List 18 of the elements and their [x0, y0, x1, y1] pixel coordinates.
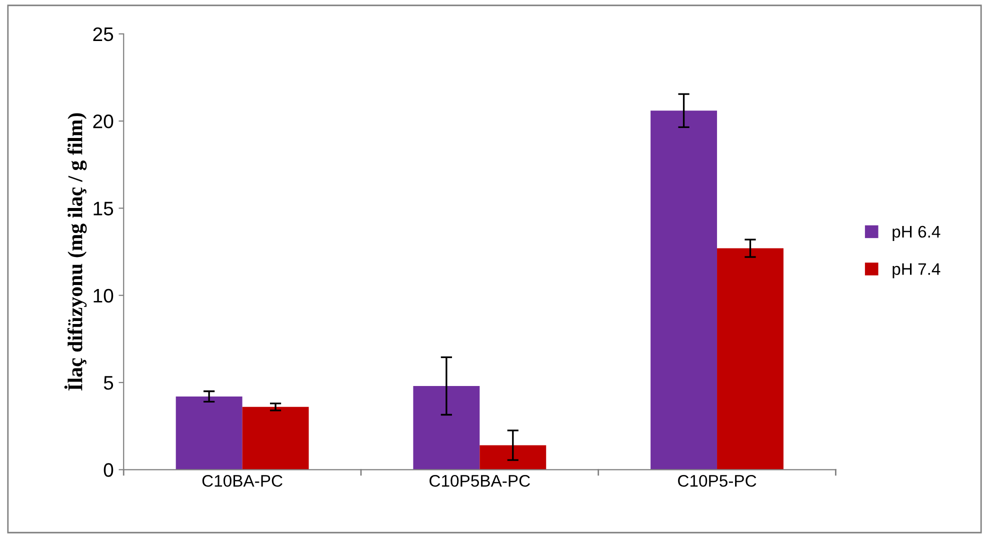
bar — [413, 386, 480, 470]
bar — [480, 445, 546, 470]
x-tick-label: C10BA-PC — [202, 474, 282, 487]
y-tick-label: 0 — [104, 463, 114, 477]
x-tick-label: C10P5BA-PC — [430, 474, 530, 487]
y-tick-label: 25 — [93, 27, 114, 42]
bar — [717, 248, 784, 470]
legend-label: pH 7.4 — [892, 263, 940, 278]
bar — [650, 110, 718, 470]
y-tick-label: 20 — [93, 114, 114, 128]
y-tick-label: 5 — [104, 376, 114, 390]
bar — [176, 396, 242, 470]
y-axis-title: İlaç difüzyonu (mg ilaç / g film) — [64, 113, 87, 391]
y-tick-label: 10 — [94, 288, 114, 303]
y-tick-label: 15 — [94, 202, 114, 216]
bar — [242, 406, 309, 470]
x-tick-label: C10P5-PC — [678, 474, 756, 487]
legend-label: pH 6.4 — [892, 226, 940, 241]
